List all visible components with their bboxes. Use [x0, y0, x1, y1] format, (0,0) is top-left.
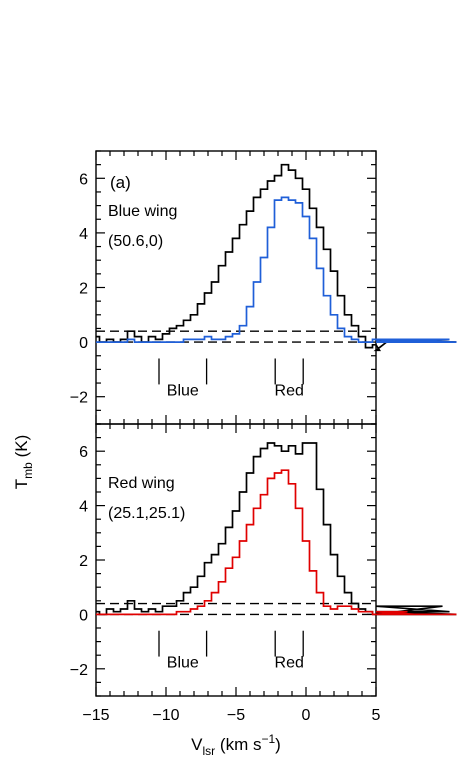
blue-range-label: Blue	[167, 382, 199, 399]
red-range-label: Red	[275, 654, 304, 671]
annotation-text: (25.1,25.1)	[108, 505, 185, 522]
y-tick-label: 2	[79, 281, 88, 298]
y-tick-label: −2	[70, 390, 88, 407]
y-tick-label: 4	[79, 226, 88, 243]
y-tick-label: 0	[79, 335, 88, 352]
spectrum-line	[96, 163, 457, 352]
y-tick-label: 2	[79, 553, 88, 570]
panel-label: (a)	[110, 173, 131, 192]
x-axis-label: Vlsr (km s−1)	[191, 732, 281, 758]
y-axis-label: Tmb (K)	[12, 435, 35, 489]
y-tick-label: 6	[79, 444, 88, 461]
plot-frame	[95, 150, 377, 425]
red-range-label: Red	[275, 382, 304, 399]
y-tick-label: −2	[70, 662, 88, 679]
spectrum-line	[96, 196, 457, 343]
spectrum-line	[96, 469, 457, 616]
red-wing-panel: −2 0 2 4 6 −15 −10 −5 0 5 Red wing (25.1,25.1) Blue R…	[70, 423, 457, 724]
y-tick-label: 6	[79, 171, 88, 188]
x-tick-label: 0	[302, 707, 311, 724]
blue-range-label: Blue	[167, 654, 199, 671]
spectrum-line	[96, 442, 457, 616]
x-tick-label: −5	[227, 707, 245, 724]
plot-frame	[95, 423, 377, 697]
y-tick-label: 0	[79, 607, 88, 624]
annotation-text: Red wing	[108, 475, 175, 492]
annotation-text: (50.6,0)	[108, 233, 163, 250]
annotation-text: Blue wing	[108, 203, 177, 220]
y-tick-label: 4	[79, 499, 88, 516]
blue-wing-panel: −2 0 2 4 6 (a) Blue wing (50.6,0) Blue Red	[70, 150, 457, 425]
x-tick-label: 5	[372, 707, 381, 724]
x-tick-label: −10	[152, 707, 179, 724]
x-tick-label: −15	[82, 707, 109, 724]
